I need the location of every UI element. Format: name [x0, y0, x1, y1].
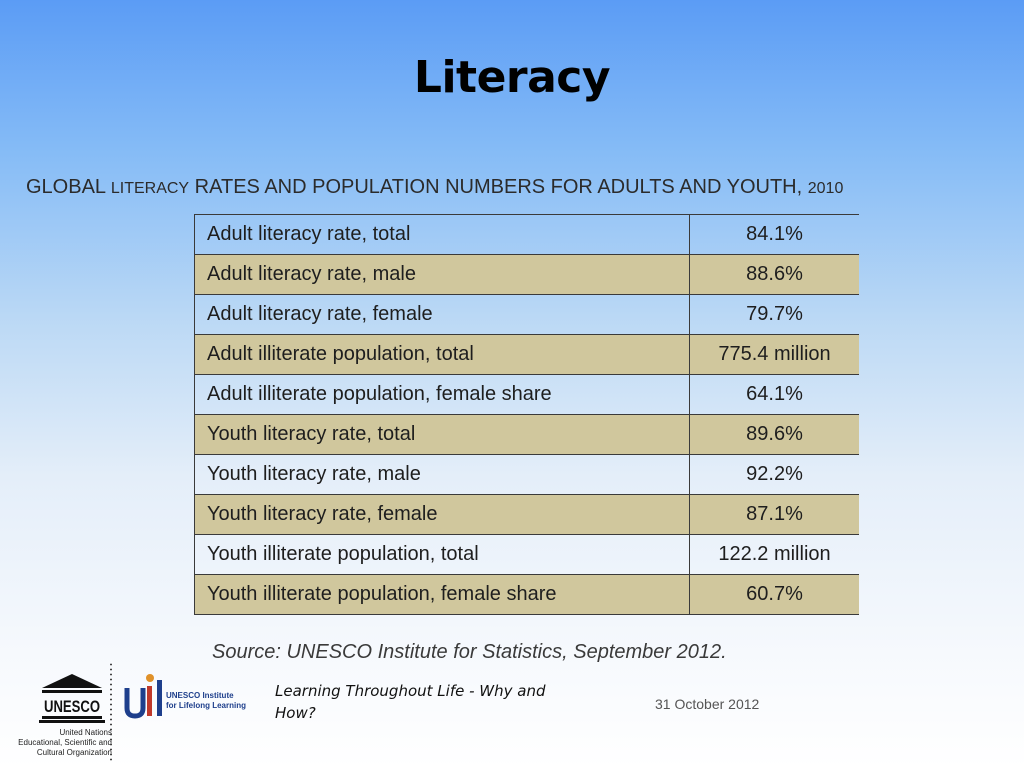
row-label: Youth literacy rate, total [194, 414, 690, 455]
table-row: Youth literacy rate, male 92.2% [194, 454, 859, 495]
row-label: Adult literacy rate, male [194, 254, 690, 295]
unesco-caption-line: United Nations [59, 728, 112, 737]
caption-literacy: LITERACY [110, 180, 190, 197]
unesco-caption: United Nations Educational, Scientific a… [6, 728, 112, 758]
table-row: Adult literacy rate, male 88.6% [194, 254, 859, 295]
row-label: Youth illiterate population, total [194, 534, 690, 575]
unesco-logo-icon: UNESCO [39, 674, 105, 723]
slide-title: Literacy [413, 52, 611, 103]
row-value: 87.1% [689, 494, 859, 535]
table-row: Youth literacy rate, total 89.6% [194, 414, 859, 455]
uil-logo-icon [124, 674, 162, 719]
source-note: Source: UNESCO Institute for Statistics,… [212, 641, 727, 663]
uil-name-line: for Lifelong Learning [166, 701, 246, 710]
table-row: Youth illiterate population, female shar… [194, 574, 859, 615]
row-label: Youth literacy rate, female [194, 494, 690, 535]
row-value: 64.1% [689, 374, 859, 415]
footer-title: Learning Throughout Life - Why and How? [275, 682, 546, 722]
table-row: Youth literacy rate, female 87.1% [194, 494, 859, 535]
row-value: 60.7% [689, 574, 859, 615]
caption-year: 2010 [807, 180, 844, 197]
uil-name: UNESCO Institute for Lifelong Learning [166, 691, 246, 711]
unesco-caption-line: Cultural Organization [36, 748, 112, 757]
caption-global: GLOBAL [26, 176, 106, 198]
table-row: Youth illiterate population, total 122.2 … [194, 534, 859, 575]
table-row: Adult literacy rate, female 79.7% [194, 294, 859, 335]
row-label: Youth literacy rate, male [194, 454, 690, 495]
caption-rest: RATES AND POPULATION NUMBERS FOR ADULTS … [194, 176, 808, 198]
row-value: 88.6% [689, 254, 859, 295]
unesco-wordmark: UNESCO [44, 697, 100, 716]
row-label: Adult literacy rate, female [194, 294, 690, 335]
row-value: 79.7% [689, 294, 859, 335]
row-label: Adult literacy rate, total [194, 214, 690, 255]
row-value: 775.4 million [689, 334, 859, 375]
row-label: Adult illiterate population, total [194, 334, 690, 375]
row-label: Youth illiterate population, female shar… [194, 574, 690, 615]
table-row: Adult illiterate population, female shar… [194, 374, 859, 415]
row-value: 122.2 million [689, 534, 859, 575]
unesco-caption-line: Educational, Scientific and [18, 738, 112, 747]
row-label: Adult illiterate population, female shar… [194, 374, 690, 415]
row-value: 84.1% [689, 214, 859, 255]
table-row: Adult illiterate population, total 775.4 … [194, 334, 859, 375]
footer-date: 31 October 2012 [655, 696, 760, 712]
row-value: 89.6% [689, 414, 859, 455]
logo-divider [110, 662, 112, 762]
uil-name-line: UNESCO Institute [166, 691, 234, 700]
table-caption: GLOBAL LITERACY RATES AND POPULATION NUM… [26, 176, 1016, 199]
literacy-table: Adult literacy rate, total 84.1% Adult li… [194, 214, 859, 615]
row-value: 92.2% [689, 454, 859, 495]
table-row: Adult literacy rate, total 84.1% [194, 214, 859, 255]
